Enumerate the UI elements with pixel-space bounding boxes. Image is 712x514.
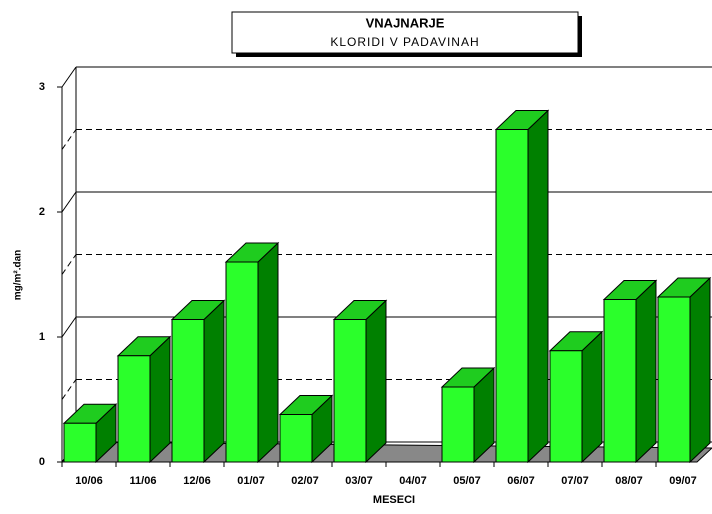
x-tick-label: 06/07: [507, 475, 535, 487]
bar-side: [365, 299, 387, 464]
bar-side: [635, 279, 657, 464]
minor-grid-line: [61, 379, 77, 400]
minor-grid-line: [61, 129, 77, 150]
bar: [495, 129, 529, 463]
bar: [117, 355, 151, 463]
y-tick-label: 0: [39, 456, 45, 468]
x-tick-label: 09/07: [669, 475, 697, 487]
y-tick-label: 3: [39, 81, 45, 93]
bar-side: [581, 330, 603, 464]
x-tick-label: 01/07: [237, 475, 265, 487]
x-tick-label: 03/07: [345, 475, 373, 487]
grid-line: [61, 191, 77, 213]
bar: [549, 350, 583, 463]
x-tick-label: 08/07: [615, 475, 643, 487]
x-tick-label: 04/07: [399, 475, 427, 487]
bar: [225, 261, 259, 463]
bar: [279, 414, 313, 463]
bar: [657, 296, 691, 463]
minor-grid-line: [61, 254, 77, 275]
chart-subtitle: KLORIDI V PADAVINAH: [330, 35, 479, 49]
x-tick-label: 11/06: [130, 475, 157, 487]
x-tick-label: 05/07: [453, 475, 481, 487]
bar: [63, 422, 97, 463]
x-tick-label: 12/06: [183, 475, 211, 487]
grid-line: [61, 66, 77, 88]
bar-side: [203, 299, 225, 464]
grid-line: [61, 316, 77, 338]
y-tick-label: 1: [39, 331, 45, 343]
bar-side: [257, 241, 279, 464]
chart-title: VNAJNARJE: [366, 15, 445, 30]
y-axis-label: mg/m².dan: [13, 250, 24, 301]
bar: [603, 299, 637, 463]
bar-side: [149, 335, 171, 464]
y-tick-label: 2: [39, 206, 45, 218]
bar: [171, 319, 205, 463]
x-axis-label: MESECI: [373, 494, 415, 506]
title-box: [231, 11, 579, 54]
x-tick-label: 02/07: [291, 475, 319, 487]
x-tick-label: 07/07: [561, 475, 589, 487]
bar: [441, 386, 475, 463]
bar: [333, 319, 367, 463]
bar-side: [689, 276, 711, 464]
bar-side: [527, 109, 549, 464]
x-tick-label: 10/06: [75, 475, 103, 487]
